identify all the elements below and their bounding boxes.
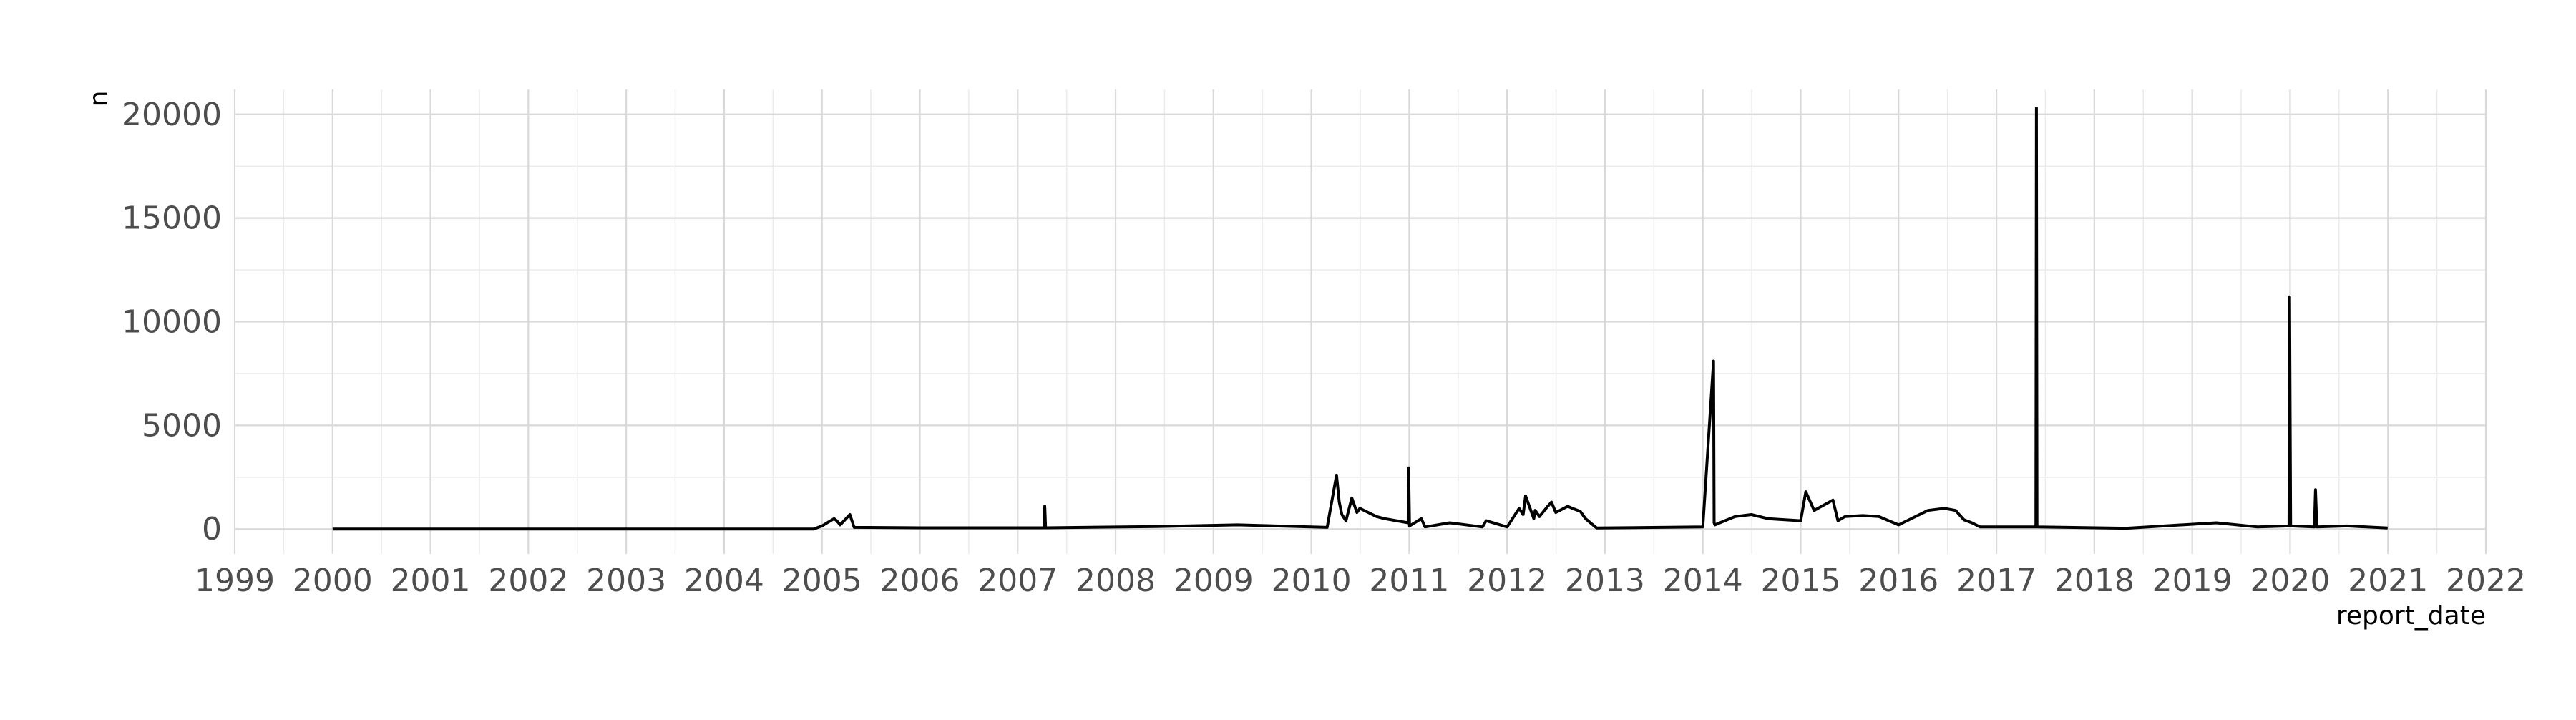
y-tick-label: 15000 xyxy=(122,200,222,237)
x-tick-label: 2009 xyxy=(1174,563,1254,599)
x-tick-label: 2001 xyxy=(391,563,471,599)
x-tick-label: 2004 xyxy=(684,563,764,599)
series-line xyxy=(332,107,2388,531)
x-tick-label: 2011 xyxy=(1369,563,1449,599)
x-axis-title: report_date xyxy=(2336,601,2486,631)
y-axis-tick-labels: 0 5000 10000 15000 20000 xyxy=(122,97,222,548)
gridlines xyxy=(233,89,2487,554)
y-tick-label: 10000 xyxy=(122,304,222,341)
y-tick-label: 20000 xyxy=(122,97,222,133)
x-tick-label: 2006 xyxy=(879,563,960,599)
x-tick-label: 2010 xyxy=(1272,563,1352,599)
x-tick-label: 2007 xyxy=(977,563,1058,599)
x-tick-label: 2022 xyxy=(2446,563,2526,599)
x-tick-label: 2016 xyxy=(1858,563,1938,599)
x-tick-label: 2000 xyxy=(293,563,373,599)
x-tick-label: 2012 xyxy=(1467,563,1547,599)
x-tick-label: 1999 xyxy=(195,563,275,599)
x-tick-label: 2008 xyxy=(1075,563,1156,599)
x-tick-label: 2017 xyxy=(1956,563,2036,599)
series-layer xyxy=(332,107,2388,531)
x-axis-tick-labels: 1999 2000 2001 2002 2003 2004 2005 2006 2007 2008… xyxy=(195,563,2526,599)
x-tick-label: 2014 xyxy=(1663,563,1743,599)
x-tick-label: 2002 xyxy=(488,563,568,599)
x-tick-label: 2005 xyxy=(782,563,862,599)
x-tick-label: 2013 xyxy=(1565,563,1645,599)
x-tick-label: 2021 xyxy=(2348,563,2428,599)
x-tick-label: 2020 xyxy=(2250,563,2330,599)
x-tick-label: 2003 xyxy=(586,563,666,599)
y-axis-title: n xyxy=(84,91,114,107)
x-tick-label: 2018 xyxy=(2054,563,2135,599)
x-tick-label: 2019 xyxy=(2152,563,2233,599)
y-tick-label: 5000 xyxy=(142,407,222,444)
x-tick-label: 2015 xyxy=(1761,563,1841,599)
y-tick-label: 0 xyxy=(202,511,222,548)
